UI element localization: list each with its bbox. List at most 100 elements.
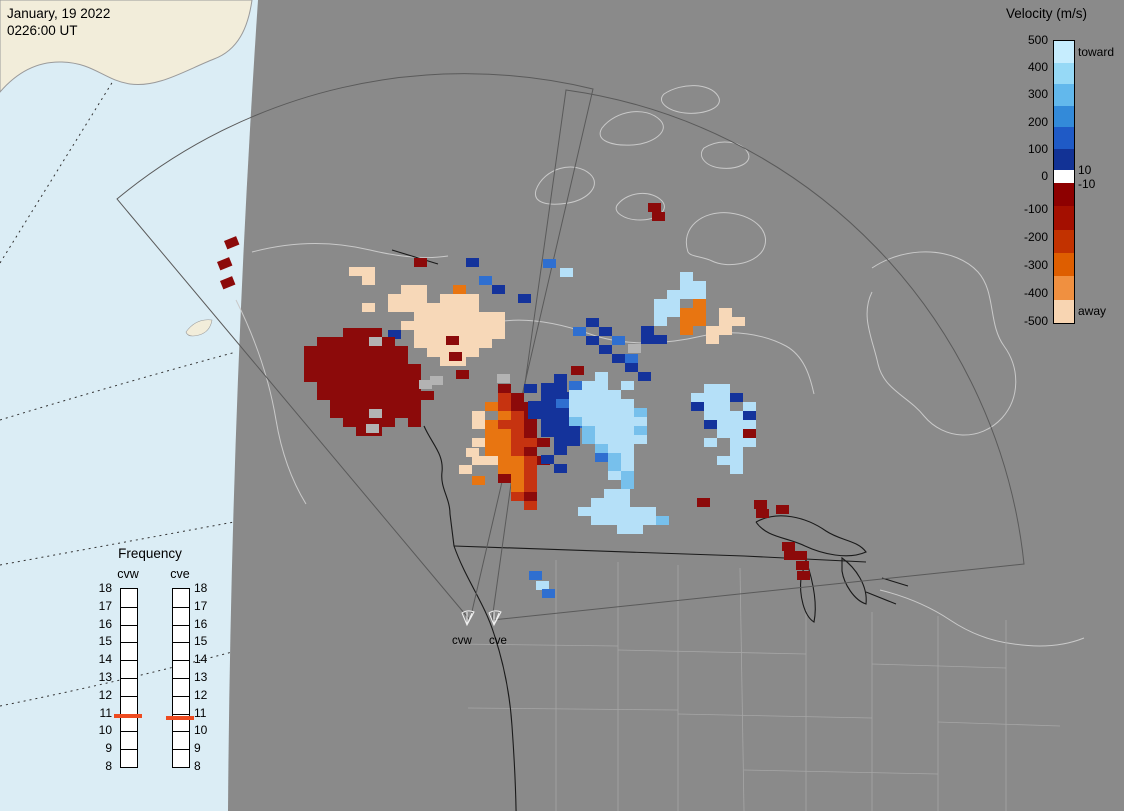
velocity-cell: [641, 326, 654, 335]
velocity-cell: [608, 399, 621, 408]
velocity-cell: [498, 474, 511, 483]
velocity-cell: [446, 336, 459, 345]
velocity-cell: [485, 456, 498, 465]
velocity-cell: [582, 381, 595, 390]
velocity-cell: [524, 420, 537, 429]
frequency-marker-cvw: [114, 714, 142, 719]
frequency-tick-label: 11: [194, 705, 207, 720]
velocity-cell: [388, 330, 401, 339]
velocity-cell: [634, 435, 647, 444]
velocity-cell: [595, 435, 608, 444]
velocity-cell: [617, 516, 630, 525]
velocity-cell: [571, 366, 584, 375]
velocity-cell: [730, 447, 743, 456]
velocity-cell: [427, 321, 440, 330]
velocity-cell: [356, 346, 369, 355]
velocity-cell: [612, 336, 625, 345]
velocity-cell: [717, 429, 730, 438]
frequency-tick-label: 15: [194, 634, 208, 649]
velocity-cell: [414, 312, 427, 321]
frequency-tick-label: 10: [98, 723, 112, 738]
frequency-scale-line: [173, 660, 189, 662]
date-label: January, 19 2022: [7, 6, 111, 21]
velocity-cell: [680, 290, 693, 299]
velocity-cell: [569, 381, 582, 390]
frequency-tick-label: 13: [194, 670, 208, 684]
frequency-tick-label: 16: [98, 616, 112, 631]
bc-coast: [423, 425, 455, 547]
velocity-cell: [485, 420, 498, 429]
velocity-cell: [599, 345, 612, 354]
velocity-cell: [630, 507, 643, 516]
velocity-cell: [498, 411, 511, 420]
velocity-cell: [717, 393, 730, 402]
velocity-cell: [479, 312, 492, 321]
velocity-cell: [356, 364, 369, 373]
velocity-cell: [680, 281, 693, 290]
velocity-cell: [479, 276, 492, 285]
alaska-north-coast: [251, 242, 449, 259]
velocity-cell: [498, 438, 511, 447]
velocity-cell: [730, 456, 743, 465]
velocity-cell: [343, 337, 356, 346]
velocity-cell: [784, 551, 797, 560]
velocity-cell: [528, 410, 541, 419]
radar-label-cvw: cvw: [452, 635, 473, 647]
velocity-cell: [697, 498, 710, 507]
velocity-cell: [743, 429, 756, 438]
velocity-cell: [343, 400, 356, 409]
velocity-cell: [317, 364, 330, 373]
velocity-cell: [440, 321, 453, 330]
velocity-cell: [369, 418, 382, 427]
frequency-tick-label: 16: [194, 616, 208, 631]
velocity-cell: [656, 516, 669, 525]
velocity-cell: [466, 258, 479, 267]
frequency-tick-label: 17: [194, 598, 208, 613]
velocity-cell: [604, 498, 617, 507]
velocity-cell: [717, 402, 730, 411]
frequency-scale-line: [173, 695, 189, 697]
frequency-scale-line: [173, 642, 189, 644]
timestamp: January, 19 2022 0226:00 UT: [7, 5, 110, 40]
velocity-cell: [317, 346, 330, 355]
velocity-cell: [456, 370, 469, 379]
velocity-cell: [453, 285, 466, 294]
velocity-cell: [524, 384, 537, 393]
colorbar-segment: [1054, 229, 1074, 253]
velocity-cell: [524, 447, 537, 456]
velocity-cell: [369, 400, 382, 409]
velocity-tick-label: 100: [1027, 141, 1048, 156]
velocity-cell: [608, 462, 621, 471]
velocity-cell: [604, 489, 617, 498]
velocity-cell: [408, 391, 421, 400]
velocity-cell: [369, 328, 382, 337]
velocity-cell: [414, 258, 427, 267]
velocity-cell: [560, 268, 573, 277]
velocity-cell: [617, 489, 630, 498]
arctic-island: [685, 212, 766, 266]
velocity-cell: [621, 399, 634, 408]
velocity-cell: [621, 480, 634, 489]
velocity-cell: [217, 257, 233, 271]
velocity-cell: [693, 281, 706, 290]
velocity-cell: [582, 390, 595, 399]
velocity-cell: [704, 402, 717, 411]
velocity-cells: [217, 203, 810, 598]
st-lawrence-coast: [879, 589, 1085, 647]
velocity-cell: [304, 346, 317, 355]
velocity-cell: [388, 303, 401, 312]
velocity-cell: [356, 409, 369, 418]
velocity-cell: [401, 303, 414, 312]
velocity-cell: [730, 393, 743, 402]
velocity-cell: [794, 551, 807, 560]
velocity-cell: [356, 328, 369, 337]
band-tick-minus10: -10: [1078, 177, 1096, 191]
frequency-scale-line: [173, 731, 189, 733]
velocity-cell: [573, 327, 586, 336]
velocity-cell: [401, 285, 414, 294]
velocity-cell: [595, 372, 608, 381]
velocity-cell: [569, 417, 582, 426]
frequency-scale-line: [173, 678, 189, 679]
velocity-cell: [466, 348, 479, 357]
geomagnetic-gridlines: [0, 27, 237, 707]
